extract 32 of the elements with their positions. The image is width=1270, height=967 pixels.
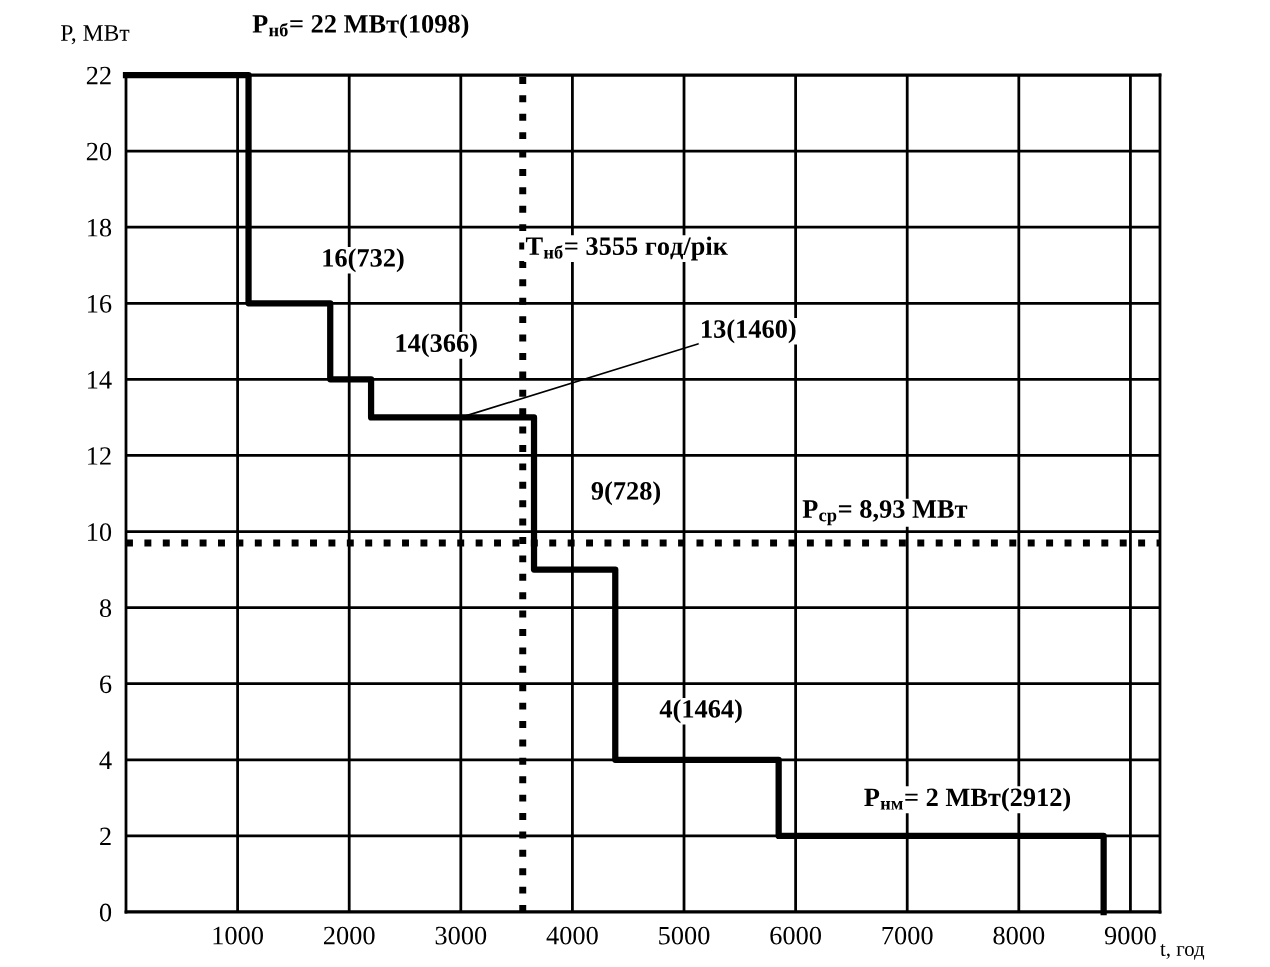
annotation: P$_{ср}$= 8,93 МВт	[802, 500, 968, 526]
annotation: 14(366)	[396, 333, 477, 358]
y-tick-label: 22	[86, 66, 111, 85]
x-axis-title: t, год	[1160, 944, 1205, 960]
y-tick-label: 6	[100, 675, 112, 694]
y-tick-label: 4	[99, 751, 112, 769]
y-axis-title: P, МВт	[60, 25, 130, 45]
y-tick-label: 16	[88, 294, 112, 313]
x-tick-label: 4000	[546, 926, 598, 945]
annotation: 13(1460)	[702, 319, 796, 344]
annotation: 4(1464)	[659, 699, 742, 724]
annotation: 16(732)	[323, 248, 404, 273]
x-tick-label: 8000	[993, 926, 1045, 945]
x-tick-label: 2000	[323, 926, 375, 945]
x-tick-label: 3000	[435, 926, 487, 945]
y-tick-label: 0	[99, 903, 112, 922]
y-tick-label: 2	[100, 827, 111, 846]
y-tick-label: 20	[86, 142, 112, 161]
x-tick-label: 7000	[882, 926, 933, 945]
annotation: P$_{нб}$= 22 МВт(1098)	[252, 14, 469, 39]
y-tick-label: 12	[88, 447, 111, 465]
annotation: P$_{нм}$= 2 МВт(2912)	[864, 787, 1071, 812]
annotation: 9(728)	[591, 481, 661, 506]
x-tick-label: 5000	[659, 926, 710, 945]
x-tick-label: 1000	[213, 926, 263, 945]
ref-line-label: T$_{нб}$= 3555 год/рік	[525, 236, 728, 261]
y-tick-label: 18	[88, 218, 112, 237]
y-tick-label: 8	[99, 599, 112, 618]
x-tick-label: 6000	[770, 926, 821, 945]
x-tick-label: 9000	[1104, 926, 1156, 945]
y-tick-label: 14	[88, 371, 112, 389]
y-tick-label: 10	[88, 523, 112, 541]
